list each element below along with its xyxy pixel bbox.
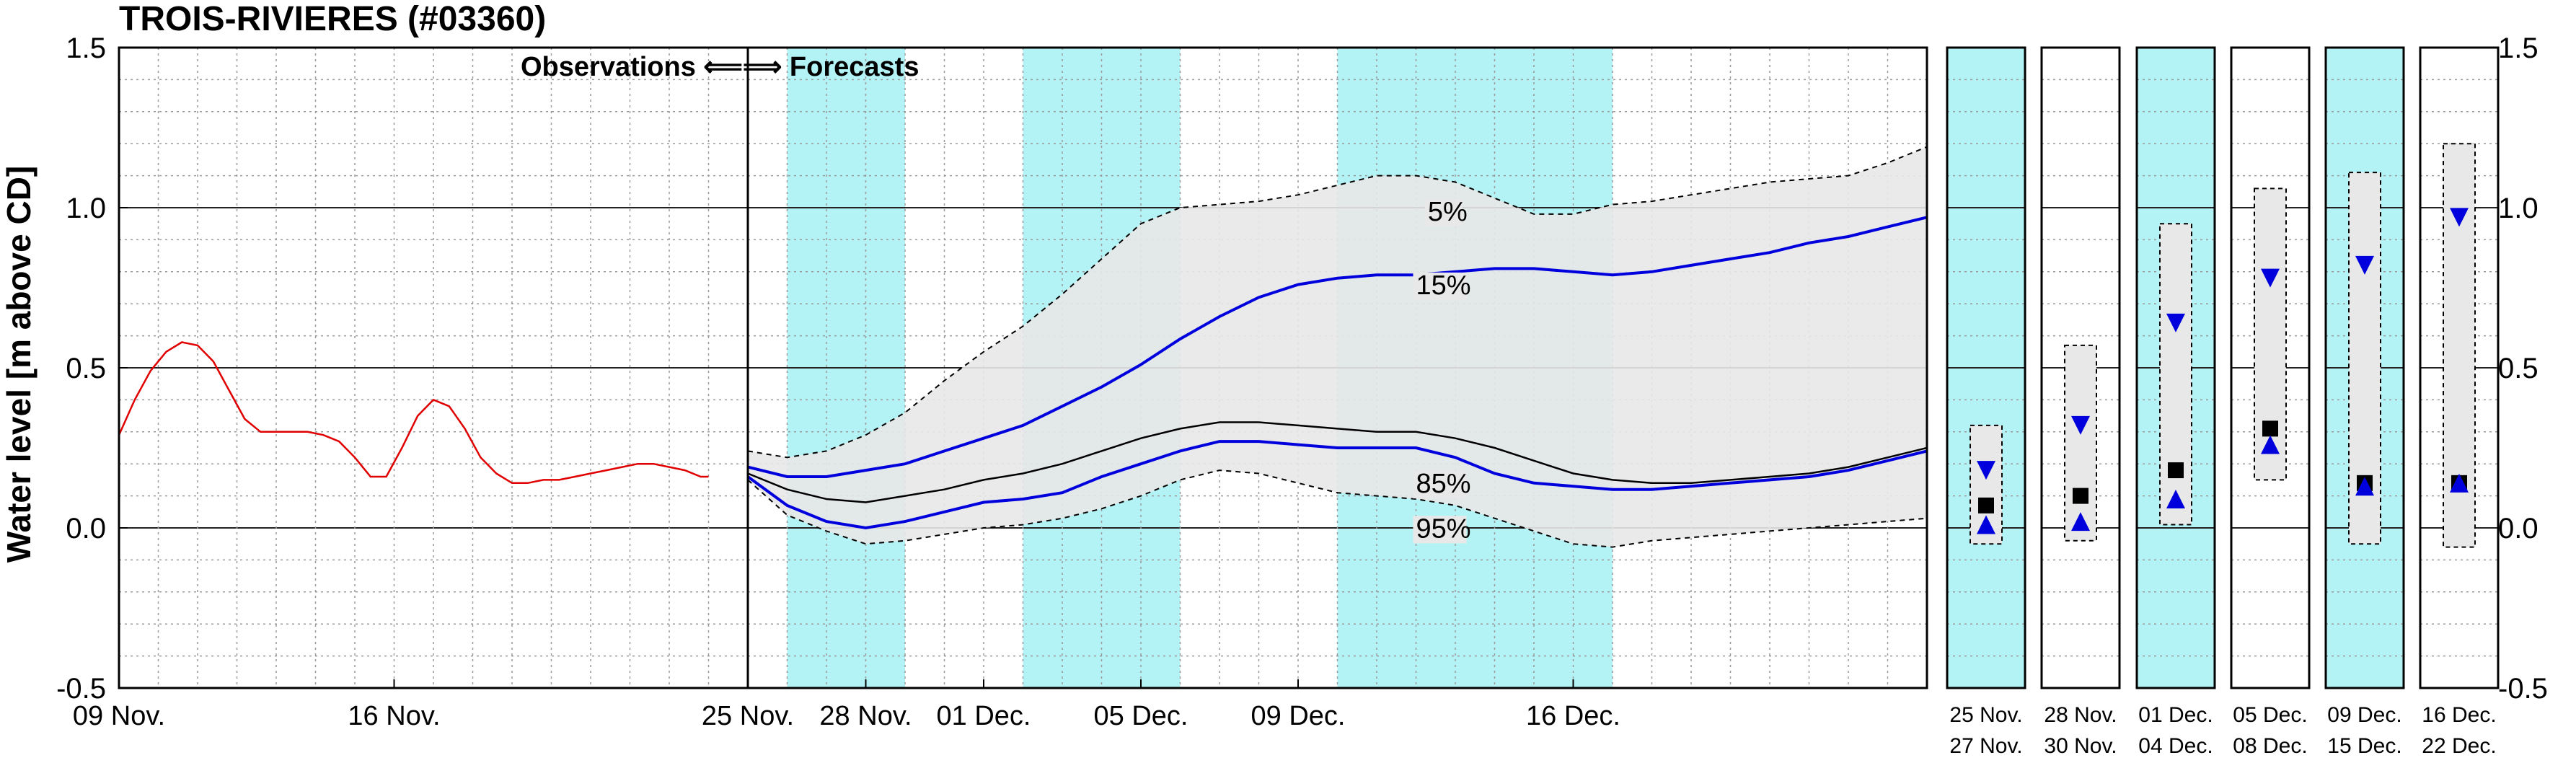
panel-0-date-end: 27 Nov. (1949, 734, 2022, 758)
x-tick-label: 28 Nov. (819, 701, 912, 731)
panel-2-date-end: 04 Dec. (2138, 734, 2213, 758)
panel-2-down-triangle (2166, 313, 2185, 332)
series-line-p15 (747, 216, 1928, 478)
panel-2-median-square (2168, 462, 2184, 479)
panel-3-down-triangle (2261, 268, 2280, 288)
panel-0-median-square (1978, 497, 1994, 513)
y-tick-label: 0.0 (66, 513, 106, 544)
panel-0-up-triangle (1977, 515, 1995, 534)
label-percentile-95-bg (1413, 516, 1467, 544)
panel-0-down-triangle (1977, 461, 1995, 480)
label-percentile-5: 5% (1428, 197, 1468, 227)
y-tick-label: 0.5 (66, 353, 106, 384)
panel-4-down-triangle (2355, 255, 2374, 275)
panel-1-up-triangle (2071, 512, 2090, 532)
panel-5-date-end: 22 Dec. (2422, 734, 2496, 758)
x-tick-label: 25 Nov. (702, 701, 794, 731)
series-line-p85 (746, 440, 1928, 530)
y-tick-label: 1.5 (66, 32, 106, 64)
panel-4-up-triangle (2355, 477, 2374, 496)
series-line-p5 (747, 146, 1928, 459)
panel-2-up-triangle (2166, 490, 2185, 509)
x-tick-label: 09 Dec. (1251, 701, 1346, 731)
label-percentile-95: 95% (1416, 513, 1471, 544)
panel-4-date-end: 15 Dec. (2327, 734, 2401, 758)
panel-1-date-start: 28 Nov. (2044, 703, 2117, 727)
x-tick-label: 09 Nov. (73, 701, 165, 731)
panel-4-frame (2324, 46, 2405, 689)
y-tick-label: 1.0 (66, 193, 106, 224)
x-tick-label: 16 Dec. (1526, 701, 1620, 731)
series-line-p95 (747, 469, 1928, 548)
y-tick-label: -0.5 (56, 673, 106, 705)
panel-3-median-square (2262, 420, 2278, 437)
observations-forecasts-divider-label: Observations ⟸⟹ Forecasts (521, 52, 919, 82)
label-percentile-85-bg (1413, 471, 1467, 499)
panel-2-range-box (2159, 223, 2192, 526)
panel-5-frame (2419, 46, 2500, 689)
x-tick-label: 05 Dec. (1094, 701, 1188, 731)
y-tick-label-right: 0.0 (2498, 513, 2538, 544)
panel-2-frame (2135, 46, 2216, 689)
uncertainty-band-5-95 (748, 146, 1927, 547)
panel-5-down-triangle (2450, 208, 2469, 227)
panel-1-date-end: 30 Nov. (2044, 734, 2117, 758)
y-tick-label-right: 0.5 (2498, 353, 2538, 384)
panel-0-frame (1946, 46, 2026, 689)
panel-1-down-triangle (2071, 415, 2090, 435)
panel-1-range-box (2064, 344, 2097, 542)
panel-1-frame (2040, 46, 2121, 689)
panel-3-date-end: 08 Dec. (2233, 734, 2307, 758)
panel-0-date-start: 25 Nov. (1949, 703, 2022, 727)
panel-5-date-start: 16 Dec. (2422, 703, 2496, 727)
panel-4-date-start: 09 Dec. (2327, 703, 2401, 727)
y-tick-label-right: 1.0 (2498, 193, 2538, 224)
chart-title: TROIS-RIVIERES (#03360) (119, 0, 546, 38)
label-percentile-15: 15% (1416, 270, 1471, 301)
label-percentile-85: 85% (1416, 469, 1471, 499)
panel-1-median-square (2073, 488, 2088, 504)
panel-3-date-start: 05 Dec. (2233, 703, 2307, 727)
y-axis-label: Water level [m above CD] (0, 166, 38, 563)
panel-2-date-start: 01 Dec. (2138, 703, 2213, 727)
label-percentile-15-bg (1413, 272, 1467, 300)
label-percentile-5-bg (1424, 198, 1463, 226)
panel-5-up-triangle (2450, 473, 2469, 493)
y-tick-label-right: -0.5 (2498, 673, 2548, 705)
series-line-median (747, 421, 1928, 503)
panel-3-up-triangle (2261, 435, 2280, 454)
y-tick-label-right: 1.5 (2498, 32, 2538, 64)
panel-3-frame (2230, 46, 2311, 689)
x-tick-label: 16 Nov. (348, 701, 440, 731)
series-line-observed (118, 341, 709, 485)
x-tick-label: 01 Dec. (937, 701, 1031, 731)
